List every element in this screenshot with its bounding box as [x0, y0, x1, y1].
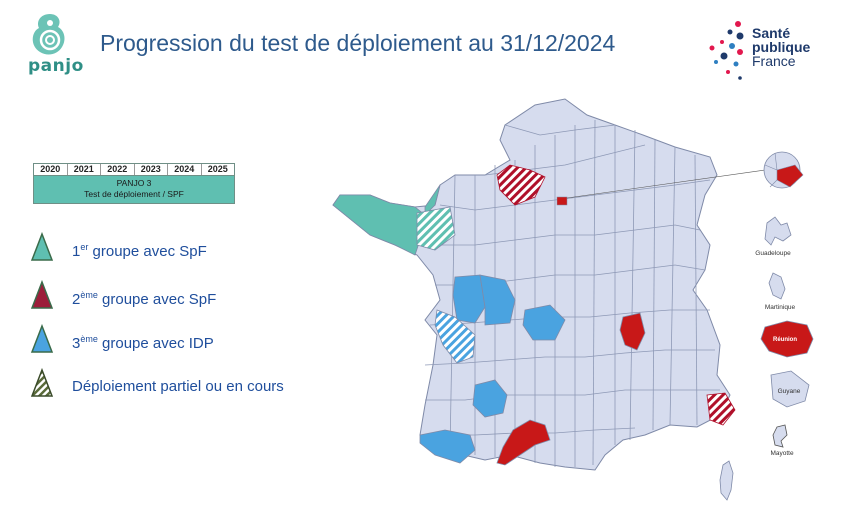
guadeloupe-shape: [764, 216, 792, 246]
timeline-year: 2022: [101, 164, 135, 175]
paris-inset-red: [776, 164, 804, 188]
dept-seine-maritime-hatched: [496, 164, 546, 206]
dept-alpes-maritimes-hatched: [706, 392, 736, 426]
triangle-teal-icon: [30, 232, 54, 261]
panjo-logo: panjo: [22, 10, 92, 82]
timeline-years: 2020 2021 2022 2023 2024 2025: [34, 164, 234, 176]
dept-vienne: [479, 274, 516, 326]
dept-lot-et-garonne: [472, 379, 508, 418]
timeline-bar-line1: PANJO 3: [116, 178, 152, 188]
corsica: [719, 460, 734, 501]
guyane-shape: [770, 370, 810, 408]
legend-item-group3: 3ème groupe avec IDP: [30, 324, 330, 358]
label-reunion: Réunion: [773, 337, 797, 343]
dept-haute-garonne: [496, 419, 551, 466]
label-mayotte: Mayotte: [770, 450, 794, 457]
dept-paris: [556, 196, 568, 206]
timeline-bar: PANJO 3 Test de déploiement / SPF: [34, 176, 234, 203]
timeline-year: 2023: [135, 164, 168, 175]
legend-item-partial: Déploiement partiel ou en cours: [30, 368, 330, 402]
martinique-shape: [768, 272, 786, 300]
legend-label: Déploiement partiel ou en cours: [72, 378, 284, 395]
spf-logo-line1: Santé: [752, 25, 791, 41]
label-guyane: Guyane: [778, 388, 801, 395]
paris-inset-lines: [764, 152, 778, 188]
dept-charente-maritime-hatched: [434, 309, 476, 364]
panjo-logo-icon: [32, 14, 65, 55]
timeline-year: 2020: [34, 164, 68, 175]
timeline-year: 2021: [68, 164, 101, 175]
timeline-year: 2025: [207, 164, 228, 174]
dept-haute-vienne: [522, 304, 566, 341]
timeline-bar-line2: Test de déploiement / SPF: [84, 189, 184, 199]
legend-label: 1er groupe avec SpF: [72, 242, 207, 260]
triangle-blue-icon: [30, 324, 54, 353]
label-guadeloupe: Guadeloupe: [755, 250, 791, 257]
inset-connector: [566, 169, 766, 199]
triangle-hatched-icon: [30, 368, 54, 397]
legend-item-group2: 2ème groupe avec SpF: [30, 280, 330, 314]
spf-logo-line3: France: [752, 53, 796, 69]
spf-dots-icon: [709, 21, 744, 80]
dept-mayenne-hatched: [416, 206, 456, 251]
page-title: Progression du test de déploiement au 31…: [100, 30, 616, 56]
dept-pyrenees-atlantiques: [419, 429, 476, 464]
label-martinique: Martinique: [765, 304, 796, 311]
legend-label: 2ème groupe avec SpF: [72, 290, 217, 308]
dept-loire: [619, 312, 646, 351]
triangle-maroon-icon: [30, 280, 54, 309]
region-bretagne-east: [424, 184, 441, 216]
france-map: Guadeloupe Martinique Réunion Guyane May…: [332, 98, 814, 501]
spf-logo: Santé publique France: [700, 16, 830, 86]
region-bretagne: [332, 194, 426, 256]
reunion-shape: [760, 320, 814, 358]
legend-label: 3ème groupe avec IDP: [72, 334, 214, 352]
timeline-year: 2024: [168, 164, 202, 175]
timeline-table: 2020 2021 2022 2023 2024 2025 PANJO 3 Te…: [33, 163, 235, 204]
legend-item-group1: 1er groupe avec SpF: [30, 232, 330, 266]
panjo-logo-text: panjo: [28, 56, 84, 76]
mayotte-shape: [772, 424, 788, 448]
spf-logo-line2: publique: [752, 39, 811, 55]
